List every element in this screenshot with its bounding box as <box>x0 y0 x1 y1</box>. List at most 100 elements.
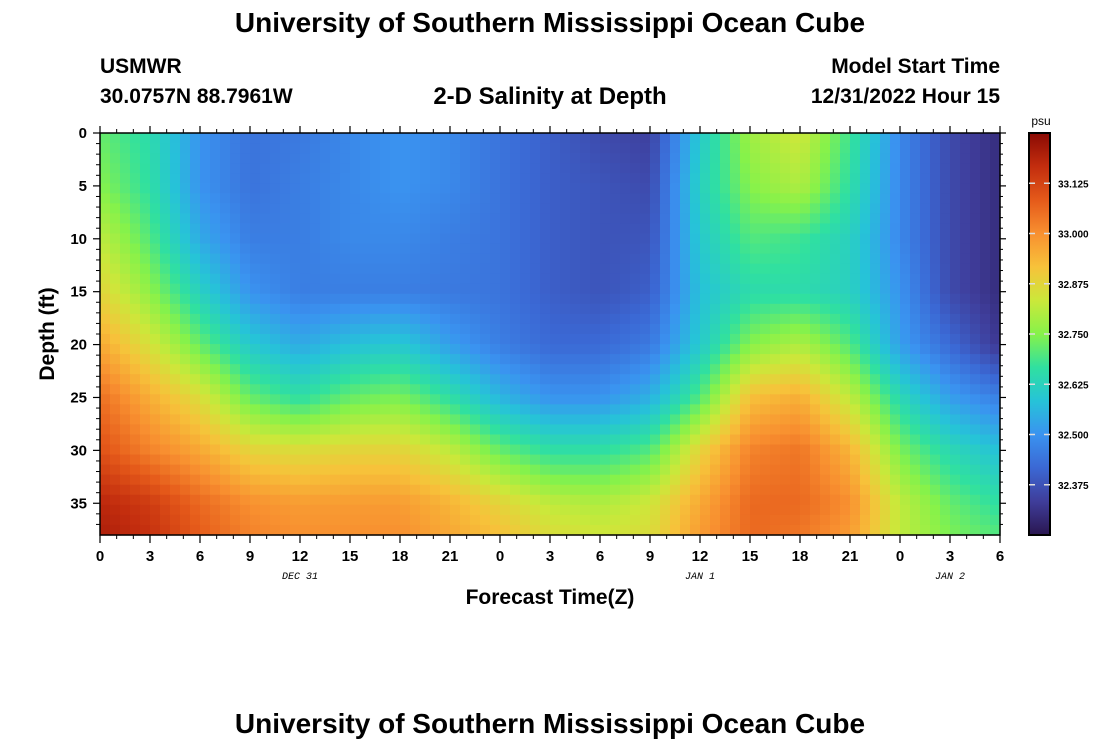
heatmap-cell <box>390 494 401 506</box>
heatmap-cell <box>360 404 371 415</box>
heatmap-cell <box>900 303 911 315</box>
heatmap-cell <box>620 384 631 395</box>
heatmap-cell <box>770 454 781 466</box>
heatmap-cell <box>570 344 581 355</box>
heatmap-cell <box>450 273 461 285</box>
heatmap-cell <box>230 203 241 214</box>
heatmap-cell <box>590 213 601 225</box>
heatmap-cell <box>850 344 861 355</box>
heatmap-cell <box>230 464 241 476</box>
x-tick-label: 3 <box>546 548 554 565</box>
heatmap-cell <box>790 524 801 536</box>
heatmap-cell <box>980 173 991 184</box>
heatmap-cell <box>660 524 671 536</box>
heatmap-cell <box>520 263 531 275</box>
heatmap-cell <box>190 474 201 486</box>
heatmap-cell <box>470 404 481 415</box>
heatmap-cell <box>580 293 591 305</box>
heatmap-cell <box>800 273 811 285</box>
heatmap-cell <box>950 323 961 335</box>
heatmap-cell <box>220 283 231 295</box>
heatmap-cell <box>110 163 121 174</box>
heatmap-cell <box>940 344 951 355</box>
heatmap-cell <box>620 374 631 385</box>
heatmap-cell <box>540 504 551 516</box>
heatmap-cell <box>450 263 461 275</box>
heatmap-cell <box>410 344 421 355</box>
heatmap-cell <box>520 133 531 144</box>
heatmap-cell <box>250 263 261 275</box>
heatmap-cell <box>510 364 521 375</box>
heatmap-cell <box>700 283 711 295</box>
heatmap-cell <box>130 414 141 426</box>
heatmap-cell <box>540 524 551 536</box>
heatmap-cell <box>590 444 601 456</box>
heatmap-cell <box>210 504 221 516</box>
heatmap-cell <box>670 173 681 184</box>
heatmap-cell <box>500 344 511 355</box>
heatmap-cell <box>140 434 151 446</box>
heatmap-cell <box>170 173 181 184</box>
heatmap-cell <box>670 233 681 245</box>
heatmap-cell <box>650 444 661 456</box>
heatmap-cell <box>570 434 581 446</box>
heatmap-cell <box>300 193 311 204</box>
heatmap-cell <box>170 263 181 275</box>
heatmap-cell <box>660 183 671 194</box>
heatmap-cell <box>910 163 921 174</box>
heatmap-cell <box>970 173 981 184</box>
heatmap-cell <box>760 494 771 506</box>
heatmap-cell <box>480 454 491 466</box>
heatmap-cell <box>220 183 231 194</box>
heatmap-cell <box>930 253 941 265</box>
heatmap-cell <box>230 313 241 325</box>
heatmap-cell <box>960 504 971 516</box>
heatmap-cell <box>920 364 931 375</box>
heatmap-cell <box>460 334 471 345</box>
heatmap-cell <box>650 193 661 204</box>
heatmap-cell <box>980 404 991 415</box>
heatmap-cell <box>440 374 451 385</box>
heatmap-cell <box>380 384 391 395</box>
heatmap-cell <box>590 414 601 426</box>
heatmap-cell <box>980 434 991 446</box>
heatmap-cell <box>550 323 561 335</box>
heatmap-cell <box>490 233 501 245</box>
heatmap-cell <box>660 464 671 476</box>
heatmap-cell <box>150 313 161 325</box>
heatmap-cell <box>230 494 241 506</box>
heatmap-cell <box>220 424 231 436</box>
heatmap-cell <box>690 444 701 456</box>
heatmap-cell <box>240 434 251 446</box>
heatmap-cell <box>630 163 641 174</box>
heatmap-cell <box>700 514 711 526</box>
heatmap-cell <box>920 474 931 486</box>
heatmap-cell <box>300 374 311 385</box>
heatmap-cell <box>940 404 951 415</box>
heatmap-cell <box>920 504 931 516</box>
heatmap-cell <box>710 253 721 265</box>
heatmap-cell <box>270 313 281 325</box>
heatmap-cell <box>650 384 661 395</box>
heatmap-cell <box>890 454 901 466</box>
heatmap-cell <box>680 414 691 426</box>
heatmap-cell <box>920 313 931 325</box>
heatmap-cell <box>380 484 391 496</box>
heatmap-cell <box>850 203 861 214</box>
heatmap-cell <box>330 374 341 385</box>
x-tick-label: 18 <box>392 548 409 565</box>
heatmap-cell <box>660 143 671 154</box>
heatmap-cell <box>290 193 301 204</box>
heatmap-cell <box>640 323 651 335</box>
heatmap-cell <box>520 354 531 365</box>
heatmap-cell <box>320 464 331 476</box>
heatmap-cell <box>880 283 891 295</box>
heatmap-cell <box>870 354 881 365</box>
heatmap-cell <box>250 334 261 345</box>
heatmap-cell <box>520 484 531 496</box>
heatmap-cell <box>700 153 711 164</box>
heatmap-cell <box>890 253 901 265</box>
heatmap-cell <box>860 394 871 405</box>
heatmap-cell <box>990 414 1001 426</box>
heatmap-cell <box>250 464 261 476</box>
